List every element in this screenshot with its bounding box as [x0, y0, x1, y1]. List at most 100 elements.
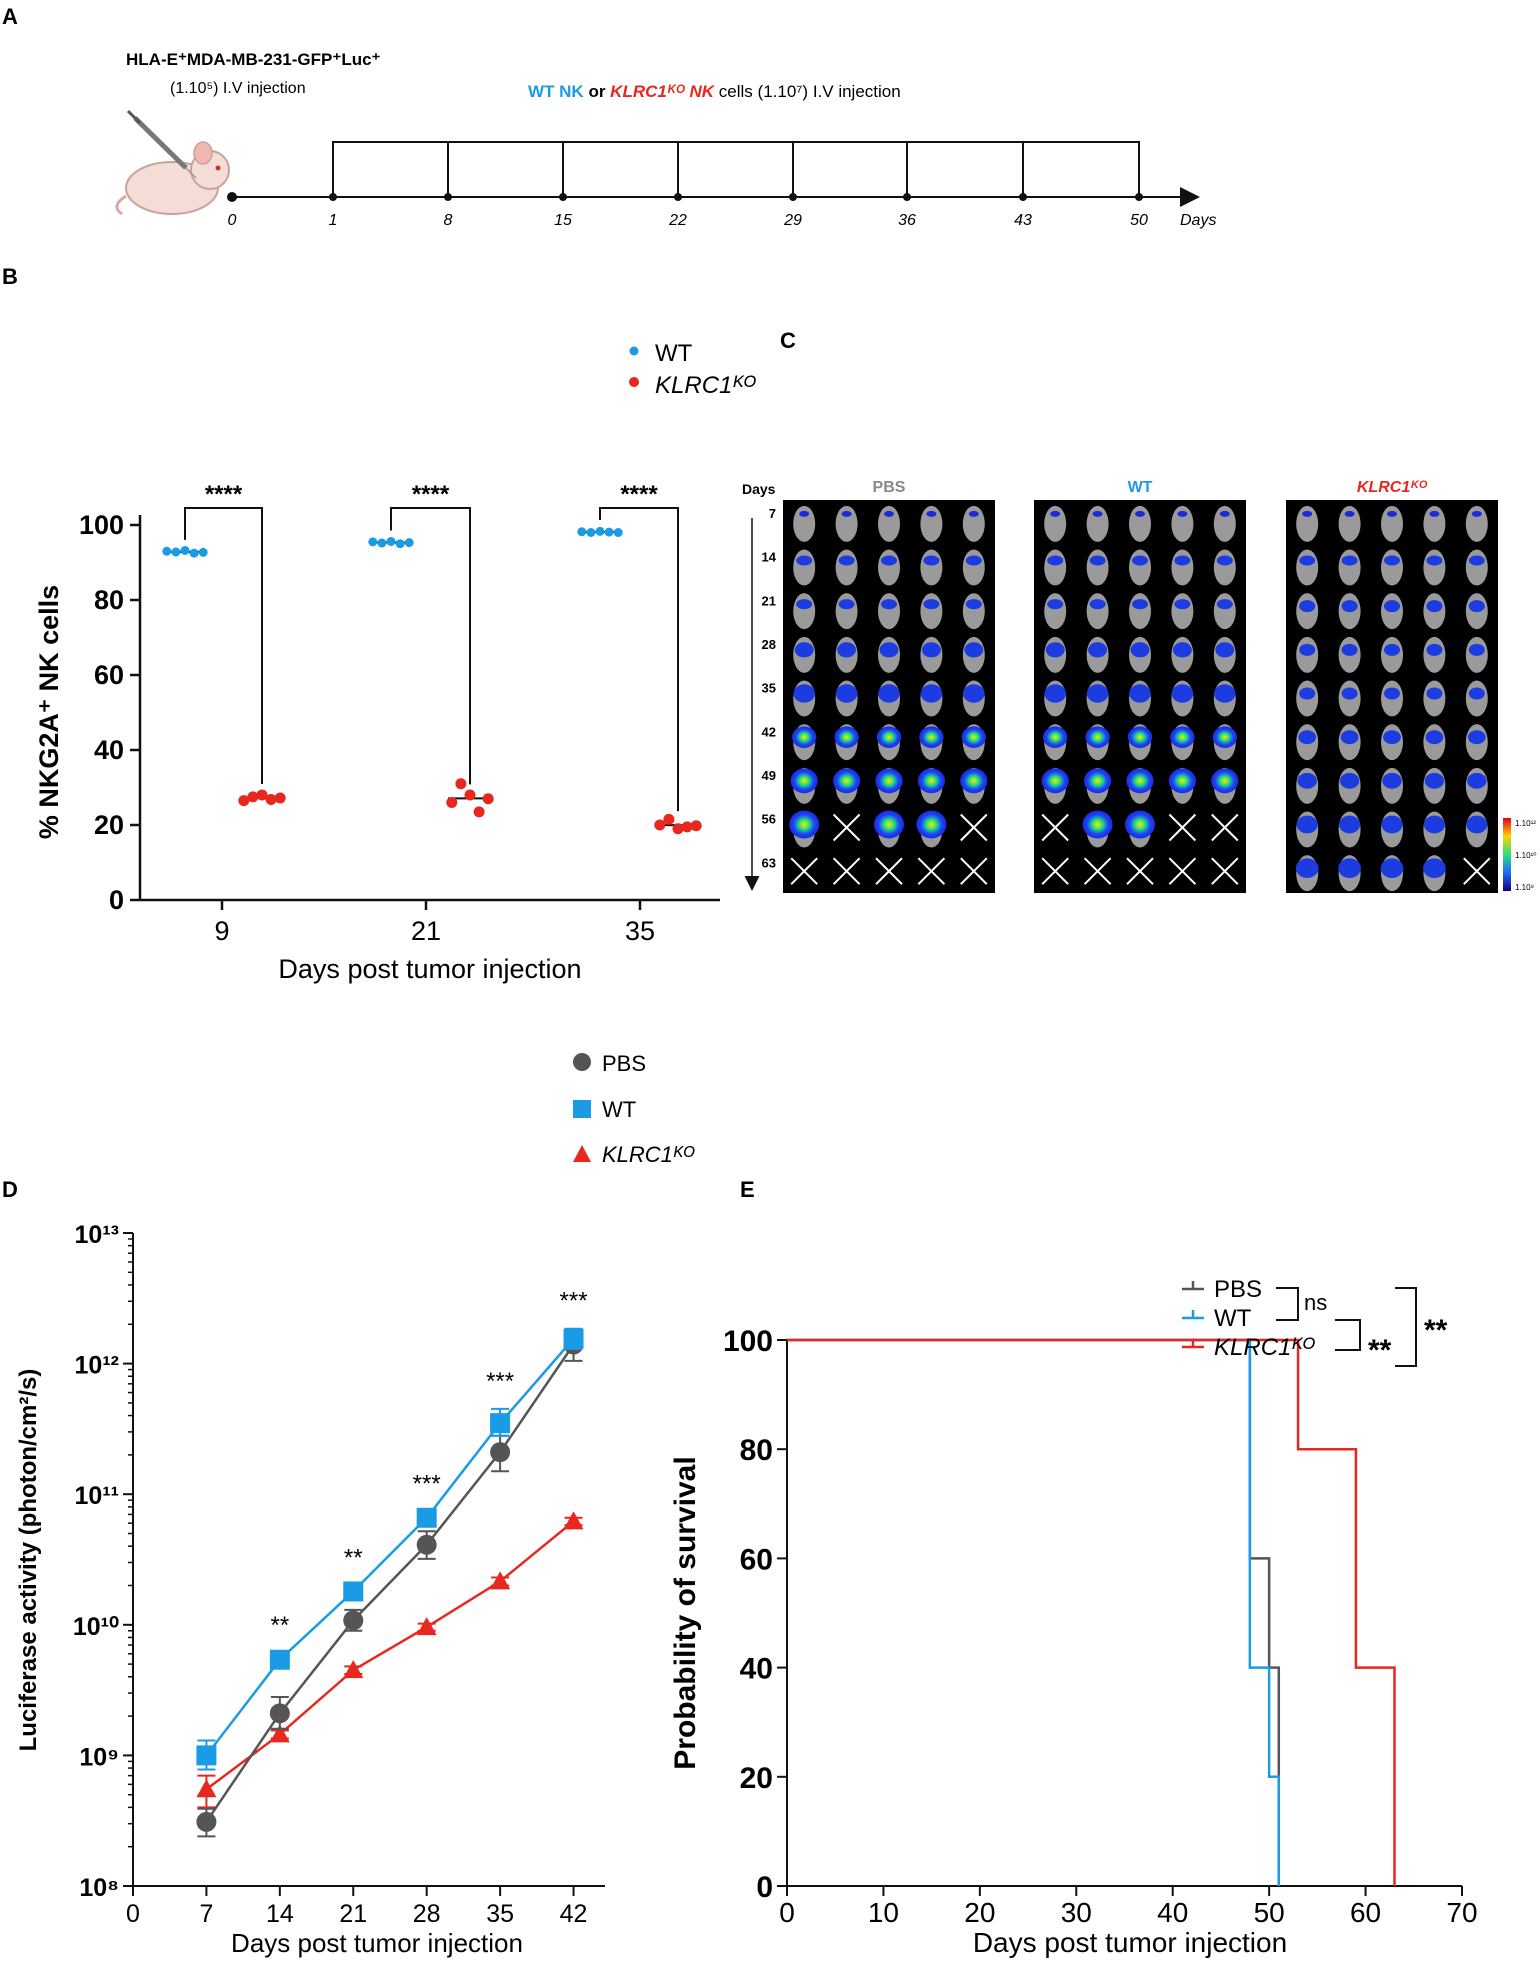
e-survival-line-pbs [787, 1338, 1281, 1886]
d-y-tick-label: 10¹¹ [75, 1482, 119, 1510]
c-mouse-silhouette [793, 593, 816, 630]
b-ko-point [663, 813, 675, 825]
b-ko-point [446, 797, 458, 808]
c-signal-blob [1384, 555, 1400, 566]
c-day-label: 28 [762, 637, 776, 652]
c-dead-mark [1211, 813, 1239, 842]
c-signal-blob [881, 555, 897, 566]
c-mouse-silhouette [1423, 505, 1446, 542]
c-mouse-silhouette [1213, 549, 1236, 586]
e-sig-pbs-ko: ** [1424, 1314, 1448, 1347]
d-x-tick-label: 0 [126, 1900, 140, 1928]
panel-label-e: E [740, 1177, 755, 1202]
e-y-tick-label: 20 [740, 1762, 773, 1795]
c-signal-blob [1467, 730, 1486, 745]
panel-label-d: D [2, 1177, 18, 1202]
c-signal-blob [920, 684, 943, 703]
c-day-label: 21 [762, 593, 776, 608]
panel-label-c: C [780, 328, 796, 353]
d-x-tick-label: 7 [199, 1900, 213, 1928]
c-mouse-silhouette [1044, 505, 1067, 542]
e-survival-line-klrc [787, 1338, 1396, 1886]
b-ko-point [690, 820, 702, 832]
b-ko-point [455, 778, 467, 790]
c-signal-blob [919, 726, 944, 748]
c-scale-label: 1.10¹² [1515, 819, 1536, 828]
c-signal-blob [1168, 768, 1196, 794]
c-signal-blob [1426, 643, 1443, 656]
c-mouse-silhouette [793, 549, 816, 586]
c-mouse-silhouette [962, 505, 985, 542]
c-dead-mark [1168, 813, 1197, 842]
e-x-axis-title: Days post tumor injection [973, 1927, 1287, 1958]
e-sig-ns: ns [1304, 1290, 1327, 1315]
d-x-tick-label: 28 [413, 1900, 441, 1928]
e-x-tick-label: 0 [779, 1897, 795, 1928]
c-signal-blob [834, 726, 859, 748]
c-signal-blob [1130, 642, 1150, 658]
c-signal-blob [1126, 768, 1154, 794]
d-pbs-point [343, 1610, 364, 1631]
b-significance-bracket [599, 507, 679, 812]
c-signal-blob [789, 810, 820, 839]
c-signal-spot [1177, 510, 1188, 517]
c-days-header: Days [742, 481, 776, 497]
e-y-tick-label: 80 [740, 1434, 773, 1467]
b-ko-point [654, 819, 666, 831]
c-signal-blob [1174, 555, 1191, 566]
c-signal-blob [1341, 687, 1358, 700]
c-signal-spot [1092, 510, 1103, 517]
c-day-label: 35 [762, 681, 776, 696]
b-y-tick-label: 80 [94, 585, 124, 615]
e-survival-line-wt [787, 1338, 1281, 1886]
c-signal-blob [835, 684, 858, 703]
timeline-tick-label: 8 [444, 212, 453, 229]
c-signal-blob [960, 768, 988, 794]
c-mouse-silhouette [878, 505, 900, 542]
timeline-tick-label: 0 [228, 212, 237, 229]
e-bracket-pbs-ko [1395, 1287, 1417, 1367]
e-x-tick-label: 60 [1350, 1897, 1381, 1928]
c-signal-blob [964, 642, 984, 658]
c-mouse-silhouette [878, 549, 900, 586]
b-ko-point [256, 789, 268, 801]
b-ko-point [681, 821, 693, 833]
e-x-tick-label: 20 [964, 1897, 995, 1928]
c-signal-blob [1466, 815, 1488, 834]
c-signal-blob [790, 768, 818, 794]
c-scale-bar [1503, 818, 1511, 891]
b-significance-bracket [184, 507, 263, 784]
c-signal-blob [1426, 555, 1443, 566]
e-y-tick-label: 60 [740, 1543, 773, 1576]
c-signal-blob [1216, 555, 1233, 566]
d-wt-point [196, 1745, 217, 1766]
timeline-tick-label: 22 [668, 212, 687, 229]
c-dead-mark [875, 857, 903, 885]
timeline-tick-dot [674, 193, 682, 201]
d-wt-point [269, 1649, 290, 1670]
b-wt-point [613, 528, 623, 537]
panel-d-chart: 10⁸ 10⁹ 10¹⁰ 10¹¹ 10¹² 10¹³ Luciferase activit… [15, 1051, 695, 1958]
c-signal-blob [878, 684, 900, 703]
c-signal-blob [1127, 726, 1153, 748]
b-ko-point [482, 793, 494, 805]
c-signal-blob [1132, 555, 1148, 566]
c-signal-blob [792, 726, 817, 748]
c-mouse-silhouette [1423, 549, 1446, 586]
c-signal-blob [796, 555, 813, 566]
c-signal-spot [1344, 510, 1355, 517]
timeline-tick-label: 1 [329, 212, 338, 229]
d-significance-label: *** [486, 1368, 514, 1395]
c-signal-blob [917, 768, 946, 794]
c-signal-spot [1387, 510, 1397, 517]
d-ko-point [196, 1779, 217, 1798]
panel-label-a: A [2, 4, 18, 29]
b-ko-point [464, 789, 476, 801]
e-x-tick-label: 50 [1254, 1897, 1285, 1928]
c-signal-blob [1174, 599, 1191, 610]
c-signal-blob [837, 642, 856, 658]
timeline-tick-label: 36 [898, 212, 916, 229]
d-pbs-point [196, 1811, 217, 1832]
c-signal-blob [1299, 687, 1316, 700]
